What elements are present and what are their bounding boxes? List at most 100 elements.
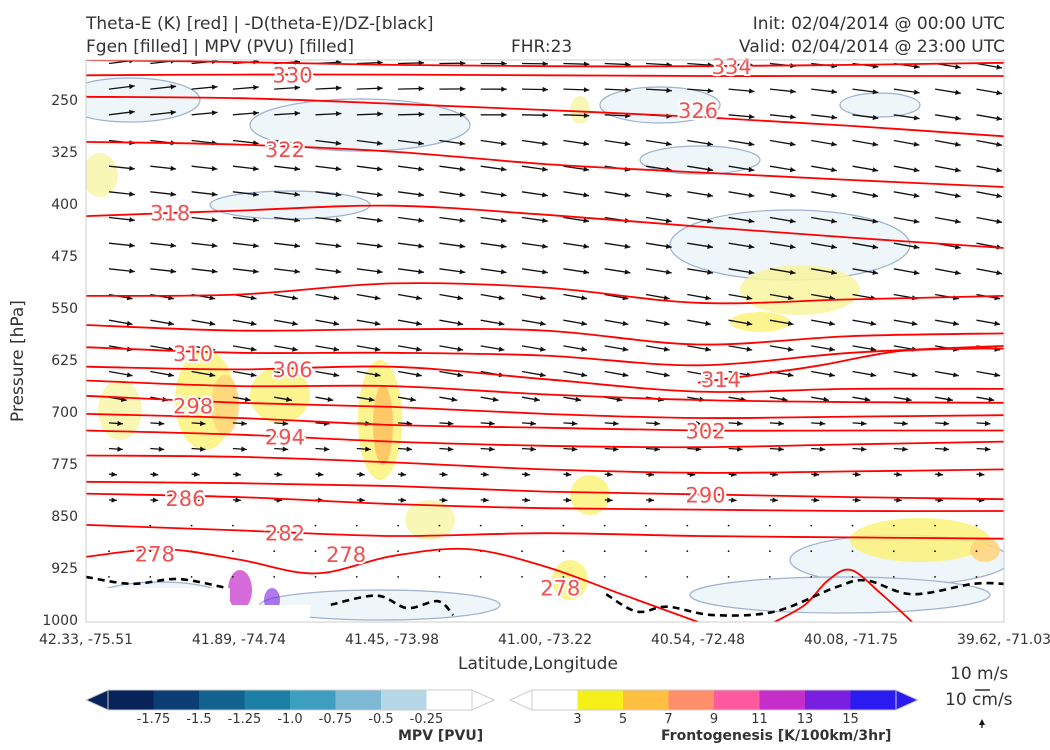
- valid-time: Valid: 02/04/2014 @ 23:00 UTC: [739, 37, 1005, 57]
- wind-vector-head: [583, 166, 590, 172]
- wind-vector-head: [542, 269, 548, 275]
- wind-vector-head: [129, 109, 135, 115]
- wind-vector-head: [253, 110, 259, 116]
- wind-vector-head: [583, 218, 590, 224]
- forecast-hour: FHR:23: [511, 37, 573, 57]
- wind-vector-head: [376, 268, 383, 275]
- wind-vector-dot: [645, 550, 647, 553]
- wind-vector-dot: [975, 524, 978, 527]
- theta-e-contour: [774, 568, 913, 622]
- wind-vector-head: [294, 243, 300, 249]
- fgen-region: [570, 475, 610, 515]
- wind-vector-dot: [686, 576, 689, 578]
- theta-e-label: 290: [686, 483, 726, 507]
- wind-vector-head: [292, 295, 298, 301]
- wind-vector-head: [707, 218, 713, 224]
- wind-vector-head: [913, 141, 920, 147]
- wind-vector-dot: [314, 576, 317, 578]
- theta-e-label: 278: [540, 576, 580, 600]
- wind-vector-head: [622, 372, 629, 378]
- wind-vector-head: [994, 372, 1001, 378]
- wind-vector-head: [648, 471, 654, 477]
- wind-vector-dot: [562, 550, 565, 553]
- fgen-region: [405, 500, 455, 540]
- theta-e-contour: [86, 60, 1004, 68]
- wind-vector-dot: [355, 524, 358, 527]
- colorbar-swatch: [714, 690, 760, 710]
- wind-vector-head: [542, 86, 548, 93]
- stability-contour: [605, 578, 1004, 617]
- wind-vector-head: [333, 295, 340, 301]
- wind-vector-dot: [892, 524, 895, 527]
- wind-vector-head: [459, 140, 466, 146]
- wind-vector-head: [665, 218, 672, 224]
- wind-vector-head: [416, 295, 422, 301]
- wind-vector-head: [663, 372, 670, 378]
- wind-vector-head: [571, 420, 578, 427]
- x-tick-label: 41.00, -73.22: [497, 632, 593, 648]
- wind-vector-dot: [851, 576, 854, 578]
- wind-vector-head: [294, 110, 301, 116]
- wind-vector-head: [778, 446, 784, 452]
- colorbar-swatch: [668, 690, 715, 710]
- contour-labels: 334 330 326 322 318 310 314 306 298 302 294 290 286 2…: [133, 53, 754, 602]
- theta-e-label: 282: [265, 522, 305, 546]
- wind-vector-head: [447, 420, 454, 427]
- wind-vector-head: [665, 243, 672, 249]
- wind-vector-head: [996, 218, 1002, 224]
- wind-vector-head: [200, 420, 206, 427]
- wind-vector-head: [707, 166, 713, 172]
- wind-vector-head: [498, 346, 505, 352]
- wind-vector-head: [129, 84, 135, 90]
- wind-vector-dot: [108, 576, 110, 578]
- wind-vector-head: [170, 84, 177, 90]
- wind-vector-head: [209, 295, 216, 301]
- wind-vector-head: [244, 396, 251, 402]
- wind-vector-head: [624, 192, 631, 198]
- wind-vector-dot: [975, 576, 978, 578]
- wind-vector-head: [418, 111, 425, 117]
- wind-vector-head: [129, 165, 135, 171]
- wind-vector-head: [294, 166, 300, 172]
- wind-vector-head: [789, 269, 796, 275]
- wind-vector-head: [194, 471, 200, 477]
- y-tick-label: 850: [51, 508, 78, 525]
- fgen-region: [970, 538, 1000, 562]
- y-tick-label: 250: [51, 92, 78, 109]
- wind-vector-head: [158, 446, 165, 452]
- theta-e-label: 310: [173, 342, 213, 366]
- wind-vector-head: [613, 420, 619, 427]
- wind-vector-head: [211, 242, 218, 249]
- wind-vector-dot: [190, 524, 193, 527]
- y-tick-label: 700: [51, 404, 78, 421]
- wind-vector-dot: [934, 550, 936, 553]
- wind-vector-head: [705, 295, 711, 301]
- wind-vector-dot: [479, 524, 482, 527]
- wind-vector-head: [333, 320, 340, 326]
- wind-vector-head: [500, 192, 507, 198]
- fgen-colorbar: [508, 689, 920, 711]
- colorbar-frame: [107, 689, 473, 711]
- wind-vector-head: [819, 446, 826, 452]
- colorbar-swatch: [532, 690, 578, 710]
- wind-vector-head: [539, 346, 546, 352]
- wind-vector-head: [501, 112, 507, 118]
- wind-vector-head: [911, 372, 918, 378]
- colorbar-tick-label: 11: [751, 712, 768, 727]
- wind-vector-head: [542, 140, 548, 146]
- y-tick-label: 625: [51, 352, 78, 369]
- colorbar-tick-label: 15: [842, 712, 859, 727]
- wind-vector-head: [872, 89, 879, 95]
- wind-vector-dot: [686, 524, 689, 527]
- wind-vector-head: [746, 295, 753, 301]
- wind-vector-head: [624, 269, 631, 275]
- colorbar-swatch: [426, 690, 473, 710]
- wind-vector-head: [583, 243, 590, 249]
- vector-layer: [108, 60, 1003, 578]
- wind-vector-head: [663, 295, 670, 301]
- wind-vector-head: [746, 320, 753, 326]
- wind-vector-head: [789, 244, 796, 250]
- plot-background: [86, 60, 1004, 622]
- wind-vector-head: [542, 61, 548, 67]
